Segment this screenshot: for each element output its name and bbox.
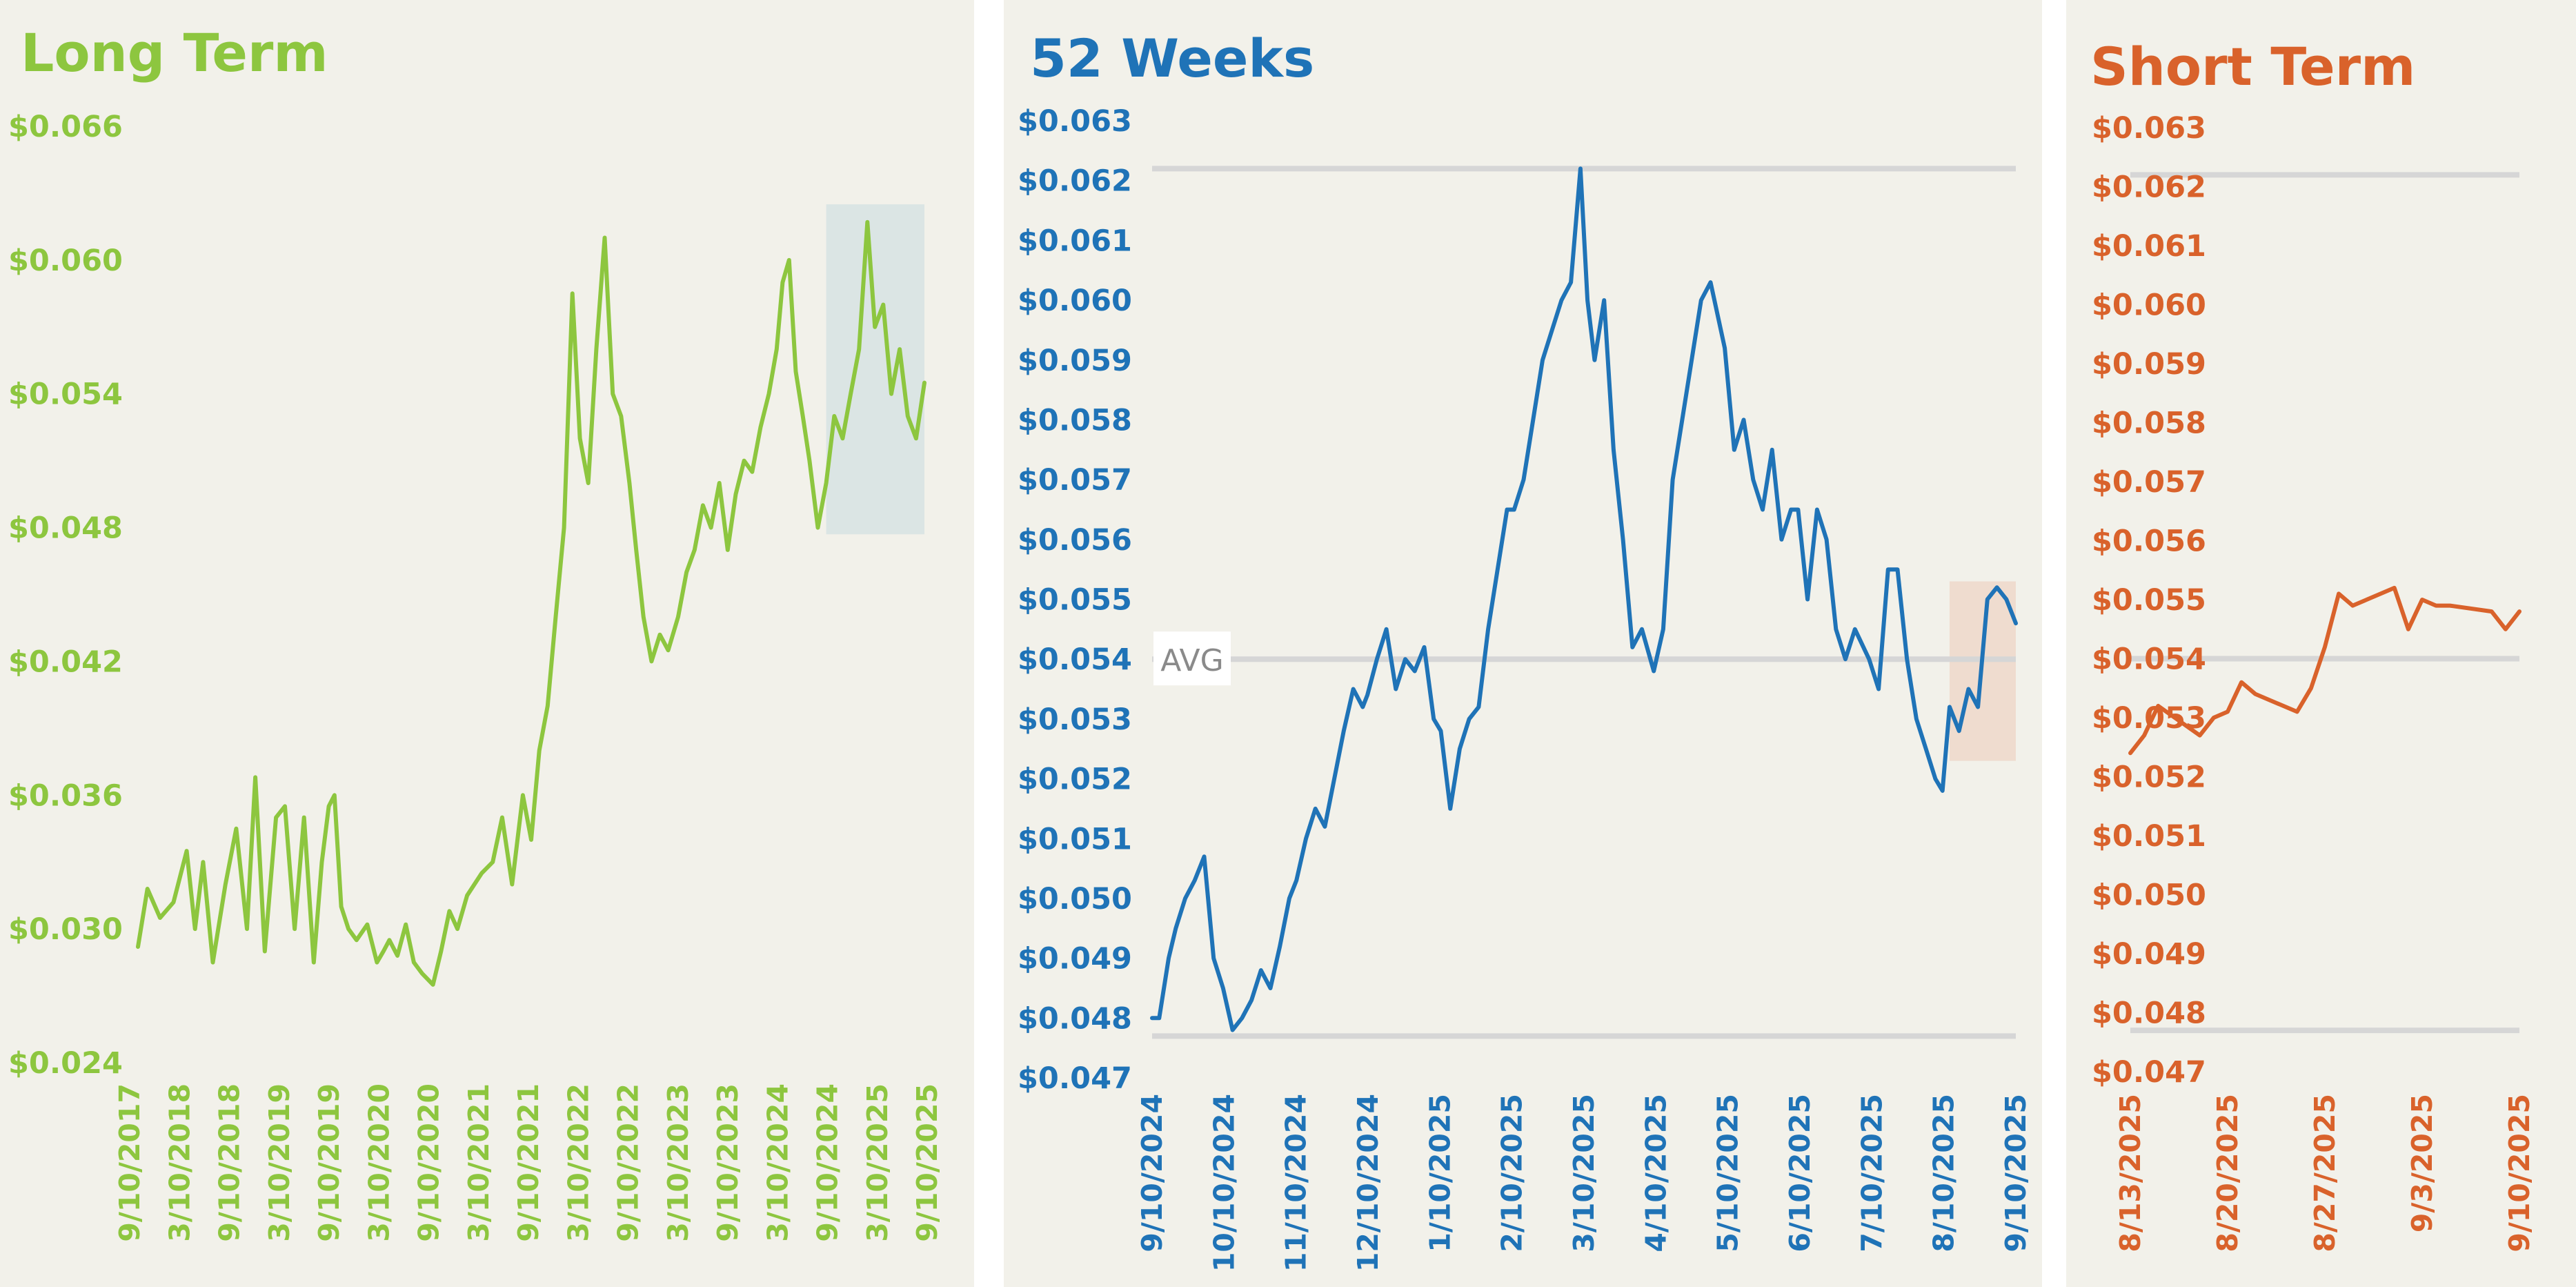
y-tick-label: $0.049 [1018,942,1132,976]
y-tick-label: $0.063 [2092,111,2206,146]
x-tick-label: 9/10/2025 [911,1083,944,1242]
y-tick-label: $0.062 [1018,164,1132,199]
x-tick-label: 3/10/2023 [662,1083,695,1242]
x-tick-label: 5/10/2025 [1712,1094,1745,1252]
x-tick-label: 3/10/2018 [163,1083,196,1242]
y-tick-label: $0.056 [1018,523,1132,558]
highlight-region [826,204,924,535]
y-tick-label: $0.047 [1018,1061,1132,1096]
y-tick-label: $0.060 [8,244,123,278]
x-tick-label: 3/10/2019 [263,1083,296,1242]
y-tick-label: $0.056 [2092,524,2206,559]
x-tick-label: 8/10/2025 [1928,1094,1961,1252]
y-tick-label: $0.024 [8,1046,123,1081]
short-term-title: Short Term [2090,36,2416,97]
x-tick-label: 12/10/2024 [1351,1094,1385,1272]
short-term-chart: $0.063 $0.062 $0.061 $0.060 $0.059 $0.058 $0.0… [2092,111,2536,1252]
x-tick-label: 9/3/2025 [2406,1094,2439,1232]
y-tick-label: $0.052 [2092,760,2206,795]
avg-label-box [1153,631,1231,686]
x-tick-label: 8/20/2025 [2211,1094,2244,1252]
x-tick-label: 9/10/2025 [1999,1094,2032,1252]
y-tick-label: $0.055 [2092,583,2206,618]
y-tick-label: $0.060 [1018,284,1132,318]
x-tick-label: 4/10/2025 [1639,1094,1672,1252]
y-tick-label: $0.048 [1018,1001,1132,1036]
y-tick-label: $0.054 [2092,642,2206,677]
x-tick-label: 6/10/2025 [1783,1094,1816,1252]
x-tick-label: 10/10/2024 [1207,1094,1240,1272]
y-tick-label: $0.049 [2092,937,2206,972]
52-weeks-chart: AVG $0.063 $0.062 $0.061 $0.060 $0.059 $0.058 $… [1018,104,2032,1272]
x-tick-label: 9/10/2019 [313,1083,346,1242]
y-tick-label: $0.048 [2092,996,2206,1031]
x-tick-label: 8/27/2025 [2308,1094,2341,1252]
y-tick-label: $0.050 [2092,878,2206,913]
y-tick-label: $0.053 [2092,701,2206,736]
x-tick-label: 9/10/2017 [113,1083,146,1242]
x-tick-label: 2/10/2025 [1496,1094,1529,1252]
x-tick-label: 3/10/2025 [1567,1094,1601,1252]
y-tick-label: $0.057 [1018,463,1132,498]
avg-label: AVG [1153,631,1231,686]
x-tick-label: 9/10/2023 [711,1083,744,1242]
x-tick-label: 9/10/2021 [512,1083,545,1242]
y-tick-label: $0.030 [8,912,123,947]
y-tick-label: $0.047 [2092,1055,2206,1090]
y-tick-label: $0.036 [8,778,123,813]
long-term-title: Long Term [21,22,328,83]
x-tick-label: 9/10/2022 [612,1083,645,1242]
avg-label-text: AVG [1160,643,1223,678]
x-tick-label: 9/10/2025 [2503,1094,2536,1252]
y-tick-label: $0.050 [1018,882,1132,916]
y-tick-label: $0.059 [2092,347,2206,382]
52-weeks-title: 52 Weeks [1030,28,1315,89]
y-tick-label: $0.042 [8,645,123,679]
y-tick-label: $0.053 [1018,703,1132,737]
y-tick-label: $0.061 [1018,224,1132,258]
x-tick-label: 9/10/2020 [413,1083,446,1242]
x-tick-label: 3/10/2025 [861,1083,894,1242]
x-tick-label: 3/10/2020 [362,1083,395,1242]
series-line [2128,585,2521,756]
x-tick-label: 7/10/2025 [1855,1094,1888,1252]
y-tick-label: $0.057 [2092,465,2206,500]
x-tick-label: 3/10/2024 [761,1083,794,1242]
series-line [136,219,927,987]
y-tick-label: $0.054 [8,377,123,412]
x-tick-label: 9/10/2018 [213,1083,246,1242]
series-line [1150,166,2018,1032]
y-tick-label: $0.058 [1018,403,1132,438]
y-tick-label: $0.052 [1018,763,1132,797]
y-tick-label: $0.061 [2092,229,2206,264]
52-weeks-panel: AVG $0.063 $0.062 $0.061 $0.060 $0.059 $0.058 $… [1004,0,2042,1287]
x-tick-label: 9/10/2024 [1136,1094,1169,1252]
x-tick-label: 9/10/2024 [811,1083,844,1242]
long-term-chart: $0.066 $0.060 $0.054 $0.048 $0.042 $0.036 $0.0… [8,110,944,1242]
x-tick-label: 3/10/2021 [462,1083,495,1242]
x-tick-label: 3/10/2022 [562,1083,595,1242]
long-term-panel: $0.066 $0.060 $0.054 $0.048 $0.042 $0.036 $0.0… [0,0,974,1287]
x-tick-label: 11/10/2024 [1280,1094,1313,1272]
y-tick-label: $0.051 [1018,822,1132,856]
y-tick-label: $0.059 [1018,344,1132,378]
y-tick-label: $0.058 [2092,406,2206,441]
y-tick-label: $0.055 [1018,583,1132,618]
y-tick-label: $0.062 [2092,170,2206,205]
y-tick-label: $0.054 [1018,642,1132,677]
y-tick-label: $0.048 [8,511,123,546]
y-tick-label: $0.051 [2092,819,2206,854]
short-term-panel: $0.063 $0.062 $0.061 $0.060 $0.059 $0.058 $0.0… [2066,0,2576,1287]
x-tick-label: 8/13/2025 [2114,1094,2147,1252]
y-tick-label: $0.066 [8,110,123,144]
y-tick-label: $0.060 [2092,288,2206,323]
y-tick-label: $0.063 [1018,104,1132,139]
x-tick-label: 1/10/2025 [1423,1094,1456,1252]
